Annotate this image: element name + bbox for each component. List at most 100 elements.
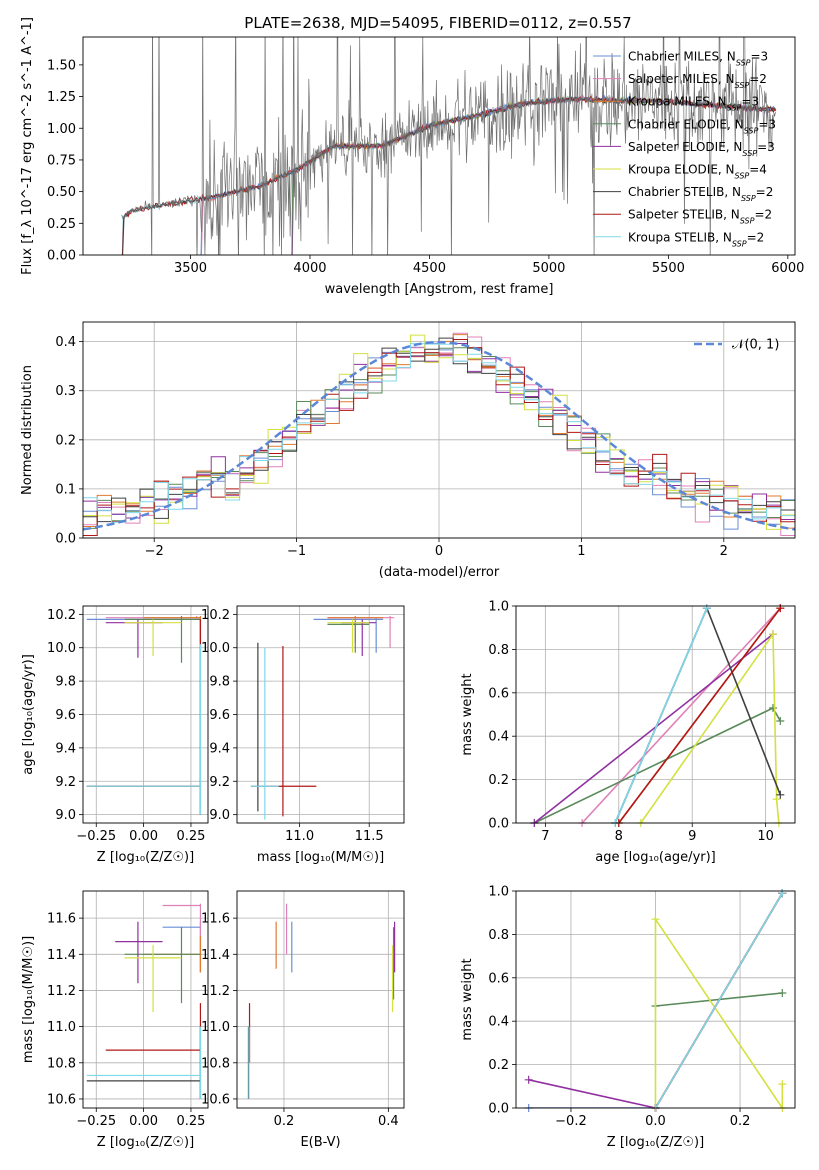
x-tick-label: 10: [757, 829, 774, 844]
y-tick-label: 11.6: [201, 912, 230, 927]
y-tick-label: 9.2: [209, 775, 230, 790]
age_vs_Z-frame: [82, 605, 209, 824]
x-axis-label: mass [log₁₀(M/M☉)]: [257, 850, 384, 865]
y-axis-label: mass [log₁₀(M/M☉)]: [21, 936, 36, 1063]
legend-entry: Chabrier STELIB, NSSP=2: [628, 185, 773, 203]
y-tick-label: 0.2: [488, 1058, 509, 1073]
x-tick-label: −0.25: [76, 1114, 116, 1129]
x-tick-label: 0.4: [378, 1114, 399, 1129]
x-tick-label: 0.0: [645, 1114, 666, 1129]
legend-entry: Kroupa MILES, NSSP=3: [628, 95, 759, 113]
spectrum-legend: Chabrier MILES, NSSP=3 Salpeter MILES, NS…: [593, 50, 776, 248]
y-tick-label: 10.8: [47, 1056, 76, 1071]
x-tick-label: 0.2: [274, 1114, 295, 1129]
x-tick-label: 11.5: [355, 829, 384, 844]
histogram-step-line: [83, 343, 795, 523]
x-tick-label: 8: [615, 829, 623, 844]
x-tick-label: −0.25: [76, 829, 116, 844]
x-tick-label: 2: [720, 544, 728, 559]
spectrum-frame: [82, 36, 796, 256]
y-tick-label: 10.0: [201, 641, 230, 656]
x-axis-label: (data-model)/error: [379, 565, 500, 580]
weight-line: [618, 607, 781, 823]
legend-entry-normal: 𝒩(0, 1): [732, 338, 779, 353]
legend-entry: Salpeter STELIB, NSSP=2: [628, 208, 772, 226]
y-tick-label: 0.25: [47, 217, 76, 232]
y-tick-label: 1.0: [488, 600, 509, 615]
x-tick-label: −2: [145, 544, 164, 559]
y-axis-label: mass weight: [460, 958, 475, 1040]
x-tick-label: −1: [287, 544, 306, 559]
y-tick-label: 9.8: [209, 675, 230, 690]
weight-marker: [651, 915, 660, 924]
y-tick-label: 9.2: [55, 775, 76, 790]
x-tick-label: 0.2: [730, 1114, 751, 1129]
y-tick-label: 9.0: [209, 808, 230, 823]
y-tick-label: 1.50: [47, 58, 76, 73]
y-tick-label: 11.4: [201, 948, 230, 963]
weight-marker: [776, 717, 785, 726]
mass_vs_Z-frame: [82, 890, 209, 1109]
y-tick-label: 0.50: [47, 185, 76, 200]
histogram-step-line: [83, 334, 795, 530]
legend-entry: Salpeter MILES, NSSP=2: [628, 72, 767, 90]
axes-age_vs_Z: −0.25 0.00 0.25 9.0 9.2 9.4 9.6 9.8 10.0 10.2 Z [l…: [21, 606, 208, 865]
legend-entry: Chabrier ELODIE, NSSP=3: [628, 117, 776, 135]
y-tick-label: 11.0: [47, 1020, 76, 1035]
x-tick-label: 5500: [652, 261, 685, 276]
x-tick-label: 4500: [413, 261, 446, 276]
y-tick-label: 1.00: [47, 122, 76, 137]
y-tick-label: 0.8: [488, 643, 509, 658]
y-tick-label: 0.8: [488, 928, 509, 943]
weight-marker: [768, 630, 777, 639]
legend-entry: Chabrier MILES, NSSP=3: [628, 50, 768, 68]
weight-line: [640, 631, 780, 823]
y-tick-label: 1.0: [488, 885, 509, 900]
x-tick-label: −0.2: [555, 1114, 587, 1129]
normal-curve: [83, 340, 795, 531]
x-tick-label: 0.25: [176, 1114, 205, 1129]
axes-mass_vs_ebv: 0.2 0.4 10.6 10.8 11.0 11.2 11.4 11.6 E(B-V): [201, 891, 404, 1150]
y-tick-label: 0.75: [47, 153, 76, 168]
y-tick-label: 10.8: [201, 1056, 230, 1071]
weight-marker: [524, 1075, 533, 1084]
axes-massweight_vs_age: 7 8 9 10 0.0 0.2 0.4 0.6 0.8 1.0 age [log₁₀(age/yr…: [460, 600, 795, 865]
y-tick-label: 0.00: [47, 249, 76, 264]
x-axis-label: wavelength [Angstrom, rest frame]: [325, 282, 554, 297]
histogram-step-line: [83, 339, 795, 536]
y-tick-label: 9.6: [209, 708, 230, 723]
y-tick-label: 10.6: [201, 1092, 230, 1107]
massweight_vs_age-frame: [515, 605, 796, 824]
y-tick-label: 10.6: [47, 1092, 76, 1107]
y-tick-label: 11.6: [47, 912, 76, 927]
y-tick-label: 11.2: [201, 984, 230, 999]
y-tick-label: 10.2: [201, 608, 230, 623]
y-tick-label: 0.0: [488, 1102, 509, 1117]
y-axis-label: mass weight: [460, 673, 475, 755]
residuals-frame: [82, 321, 796, 539]
massweight_vs_Z-frame: [515, 890, 796, 1109]
weight-line: [533, 633, 774, 823]
weight-marker: [776, 790, 785, 799]
x-tick-label: 0.00: [129, 829, 158, 844]
weight-marker: [778, 988, 787, 997]
plot-layer: 3500 4000 4500 5000 5500 60000.000.250.500.75…: [20, 17, 804, 1150]
axes-massweight_vs_Z: −0.2 0.0 0.2 0.0 0.2 0.4 0.6 0.8 1.0 Z [log₁₀(Z/Z…: [460, 885, 795, 1150]
weight-marker: [702, 604, 711, 613]
y-tick-label: 0.1: [55, 482, 76, 497]
y-tick-label: 0.2: [55, 433, 76, 448]
y-tick-label: 0.6: [488, 686, 509, 701]
y-tick-label: 9.4: [55, 741, 76, 756]
y-axis-label: age [log₁₀(age/yr)]: [21, 654, 36, 775]
x-tick-label: 3500: [174, 261, 207, 276]
x-tick-label: 9: [688, 829, 696, 844]
y-tick-label: 10.2: [47, 608, 76, 623]
y-tick-label: 9.0: [55, 808, 76, 823]
y-axis-label: Flux [f_λ 10^-17 erg cm^-2 s^-1 A^-1]: [20, 17, 35, 275]
y-tick-label: 11.0: [201, 1020, 230, 1035]
y-tick-label: 0.4: [488, 730, 509, 745]
y-tick-label: 10.0: [47, 641, 76, 656]
y-tick-label: 11.4: [47, 948, 76, 963]
weight-marker: [768, 703, 777, 712]
x-axis-label: E(B-V): [300, 1135, 340, 1150]
